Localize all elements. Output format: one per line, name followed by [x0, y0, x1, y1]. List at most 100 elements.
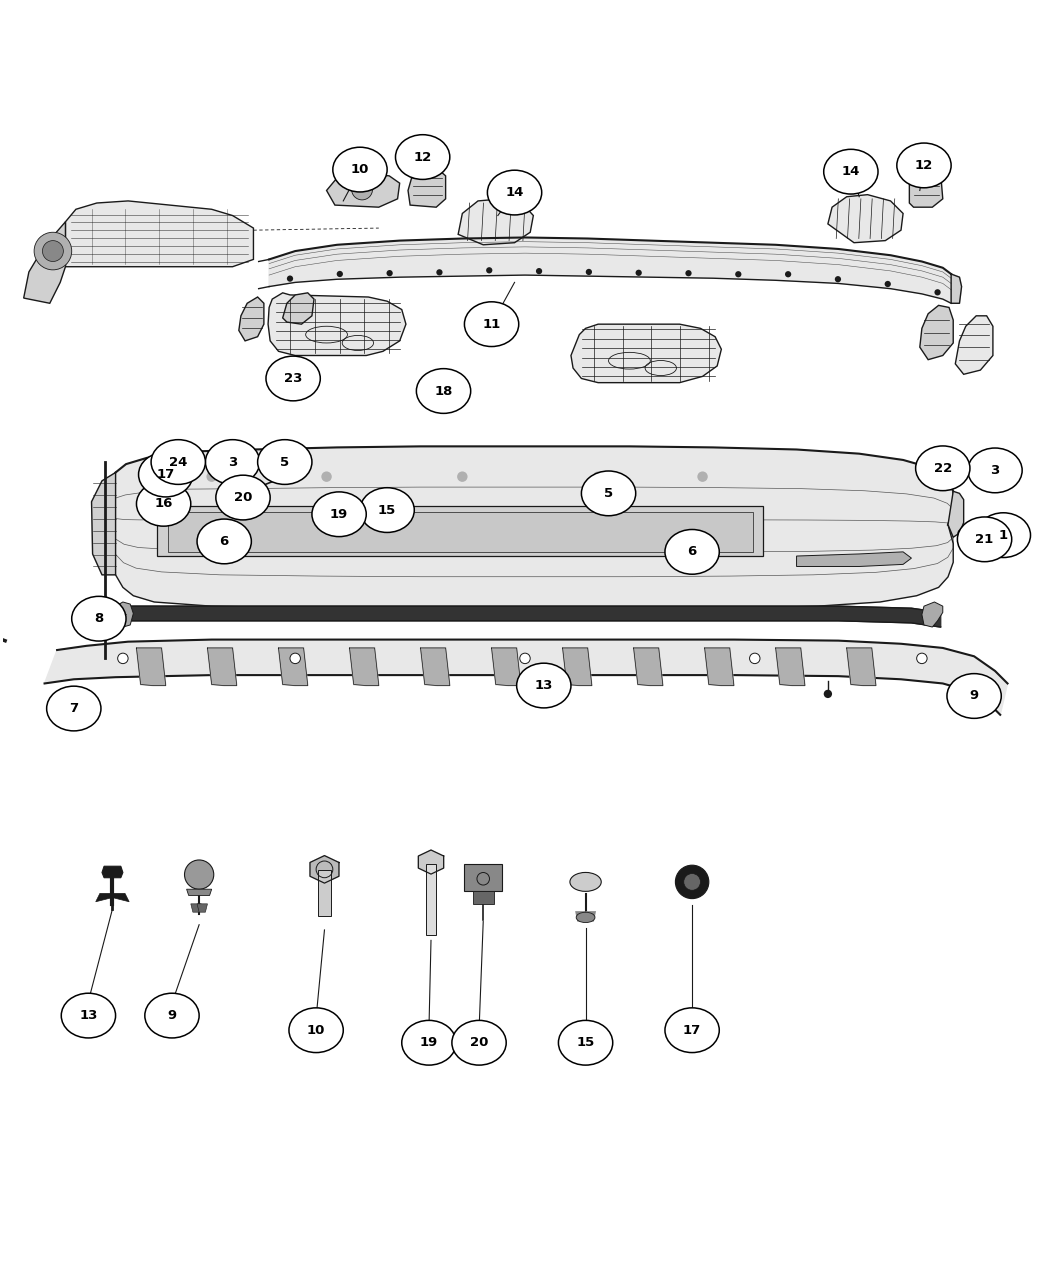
Ellipse shape: [139, 453, 193, 497]
Polygon shape: [187, 889, 212, 895]
Text: 11: 11: [482, 317, 501, 330]
Ellipse shape: [216, 476, 270, 520]
Text: 10: 10: [351, 163, 370, 176]
Circle shape: [386, 270, 393, 277]
Circle shape: [675, 866, 709, 899]
Ellipse shape: [360, 488, 415, 533]
Text: 17: 17: [156, 468, 175, 481]
Text: 14: 14: [842, 166, 860, 178]
Circle shape: [835, 277, 841, 282]
Polygon shape: [112, 894, 129, 901]
Circle shape: [917, 653, 927, 663]
Polygon shape: [951, 274, 962, 303]
Circle shape: [321, 472, 332, 482]
Polygon shape: [909, 166, 943, 208]
Ellipse shape: [582, 470, 635, 515]
Ellipse shape: [71, 597, 126, 641]
Text: 19: 19: [420, 1037, 438, 1049]
Polygon shape: [920, 306, 953, 360]
Text: 5: 5: [604, 487, 613, 500]
Circle shape: [635, 269, 642, 275]
Ellipse shape: [517, 663, 571, 708]
Ellipse shape: [452, 1020, 506, 1065]
Polygon shape: [268, 293, 406, 356]
Text: 20: 20: [234, 491, 252, 504]
Polygon shape: [922, 602, 943, 627]
Text: 10: 10: [307, 1024, 326, 1037]
Circle shape: [593, 472, 604, 482]
Circle shape: [457, 472, 467, 482]
Polygon shape: [96, 894, 112, 901]
Text: 20: 20: [469, 1037, 488, 1049]
Polygon shape: [24, 222, 65, 303]
Ellipse shape: [968, 448, 1022, 492]
Text: 9: 9: [969, 690, 979, 703]
Ellipse shape: [289, 1007, 343, 1053]
Polygon shape: [116, 446, 953, 609]
Circle shape: [384, 492, 395, 502]
Polygon shape: [408, 167, 445, 208]
Ellipse shape: [576, 912, 595, 923]
Text: 15: 15: [576, 1037, 594, 1049]
Polygon shape: [191, 904, 202, 912]
Ellipse shape: [464, 302, 519, 347]
Ellipse shape: [145, 993, 200, 1038]
Polygon shape: [956, 316, 993, 375]
Circle shape: [823, 690, 832, 699]
Polygon shape: [846, 648, 876, 686]
Bar: [464, 864, 502, 891]
Ellipse shape: [197, 519, 251, 564]
Text: 6: 6: [219, 536, 229, 548]
Bar: [168, 513, 753, 552]
Polygon shape: [44, 640, 1008, 715]
Circle shape: [536, 268, 542, 274]
Circle shape: [735, 272, 741, 278]
Text: 3: 3: [228, 455, 237, 468]
Circle shape: [118, 653, 128, 663]
Circle shape: [437, 269, 442, 275]
Polygon shape: [571, 324, 721, 382]
Bar: [318, 871, 331, 917]
Polygon shape: [116, 606, 941, 627]
Circle shape: [352, 179, 373, 200]
Circle shape: [750, 653, 760, 663]
Circle shape: [207, 472, 217, 482]
Ellipse shape: [46, 686, 101, 731]
Text: 9: 9: [167, 1009, 176, 1023]
Polygon shape: [948, 491, 964, 537]
Polygon shape: [350, 648, 379, 686]
Text: 19: 19: [330, 507, 349, 520]
Polygon shape: [310, 856, 339, 884]
Circle shape: [520, 653, 530, 663]
Polygon shape: [776, 648, 805, 686]
Polygon shape: [491, 648, 521, 686]
Polygon shape: [705, 648, 734, 686]
Text: 23: 23: [284, 372, 302, 385]
Circle shape: [958, 529, 966, 537]
Circle shape: [42, 241, 63, 261]
Ellipse shape: [916, 446, 970, 491]
Text: 1: 1: [999, 529, 1008, 542]
Ellipse shape: [396, 135, 449, 180]
Polygon shape: [563, 648, 592, 686]
Circle shape: [486, 268, 492, 273]
Polygon shape: [278, 648, 308, 686]
Polygon shape: [327, 173, 400, 208]
Polygon shape: [633, 648, 663, 686]
Polygon shape: [238, 297, 264, 340]
Text: 24: 24: [169, 455, 188, 468]
Circle shape: [290, 653, 300, 663]
Polygon shape: [116, 602, 133, 627]
Polygon shape: [269, 237, 951, 303]
Circle shape: [287, 275, 293, 282]
Ellipse shape: [417, 368, 470, 413]
Bar: [158, 506, 763, 556]
Polygon shape: [65, 201, 253, 266]
Text: 13: 13: [534, 680, 553, 692]
Polygon shape: [102, 866, 123, 877]
Polygon shape: [797, 552, 911, 566]
Ellipse shape: [257, 440, 312, 484]
Text: 12: 12: [414, 150, 432, 163]
Ellipse shape: [487, 170, 542, 215]
Circle shape: [185, 859, 214, 889]
